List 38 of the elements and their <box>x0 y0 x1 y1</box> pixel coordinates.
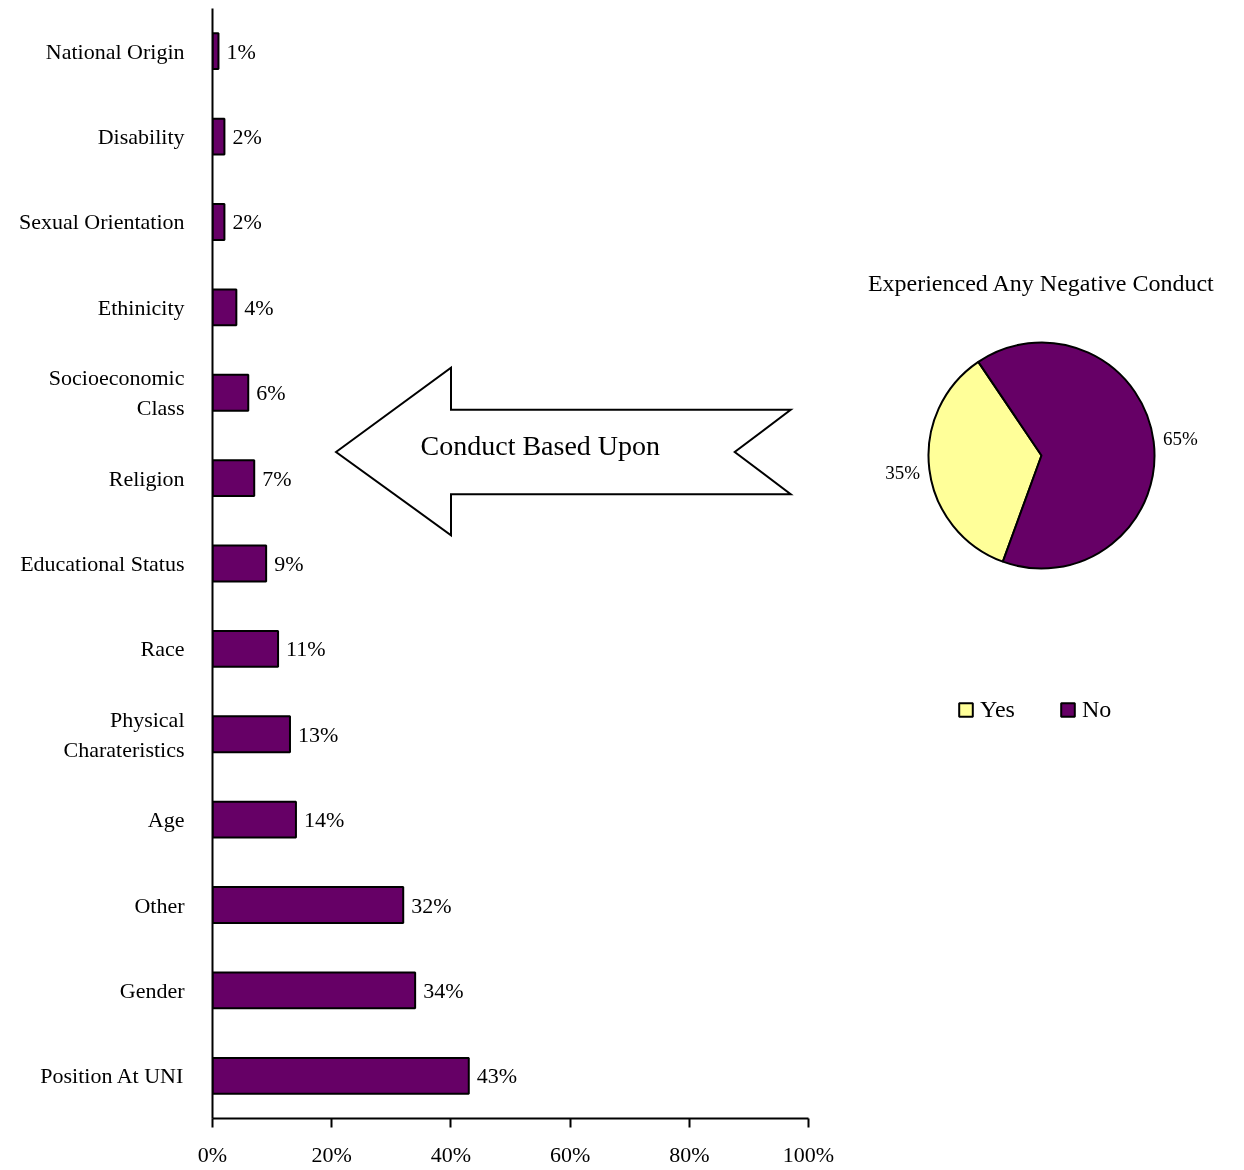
legend-label: Yes <box>980 696 1015 723</box>
y-tick-label: Other <box>134 892 186 918</box>
data-label: 35% <box>885 462 921 484</box>
x-tick-label: 80% <box>669 1141 710 1167</box>
data-label: 1% <box>226 38 256 64</box>
y-tick-label: National Origin <box>45 38 185 64</box>
chart-title: Experienced Any Negative Conduct <box>867 269 1215 296</box>
x-tick-label: 0% <box>197 1141 228 1167</box>
y-tick-label: Socioeconomic Class <box>48 365 185 421</box>
data-label: 6% <box>256 380 286 406</box>
data-label: 4% <box>244 294 274 320</box>
y-tick-label: Ethinicity <box>97 294 185 320</box>
x-tick-label: 20% <box>311 1141 352 1167</box>
x-tick-label: 60% <box>549 1141 591 1167</box>
data-label: 14% <box>303 807 345 833</box>
legend-label: No <box>1081 696 1112 723</box>
y-tick-label: Physical Charateristics <box>63 706 185 762</box>
y-tick-label: Disability <box>97 124 185 150</box>
data-label: 43% <box>476 1063 518 1089</box>
x-tick-label: 40% <box>430 1141 472 1167</box>
x-tick-label: 100% <box>782 1141 835 1167</box>
data-label: 2% <box>232 209 262 235</box>
data-label: 32% <box>411 892 452 918</box>
data-label: 2% <box>232 124 262 150</box>
y-tick-label: Gender <box>119 977 186 1003</box>
data-label: 7% <box>262 465 292 491</box>
y-tick-label: Sexual Orientation <box>18 209 185 235</box>
y-tick-label: Position At UNI <box>40 1063 184 1089</box>
annotation: Conduct Based Upon <box>420 430 661 462</box>
data-label: 65% <box>1163 427 1199 449</box>
y-tick-label: Religion <box>108 465 185 491</box>
y-tick-label: Educational Status <box>20 551 185 576</box>
y-tick-label: Age <box>147 807 185 833</box>
data-label: 34% <box>423 977 464 1003</box>
y-tick-label: Race <box>140 636 185 662</box>
data-label: 11% <box>286 636 326 662</box>
data-label: 13% <box>297 721 339 747</box>
data-label: 9% <box>274 551 304 576</box>
